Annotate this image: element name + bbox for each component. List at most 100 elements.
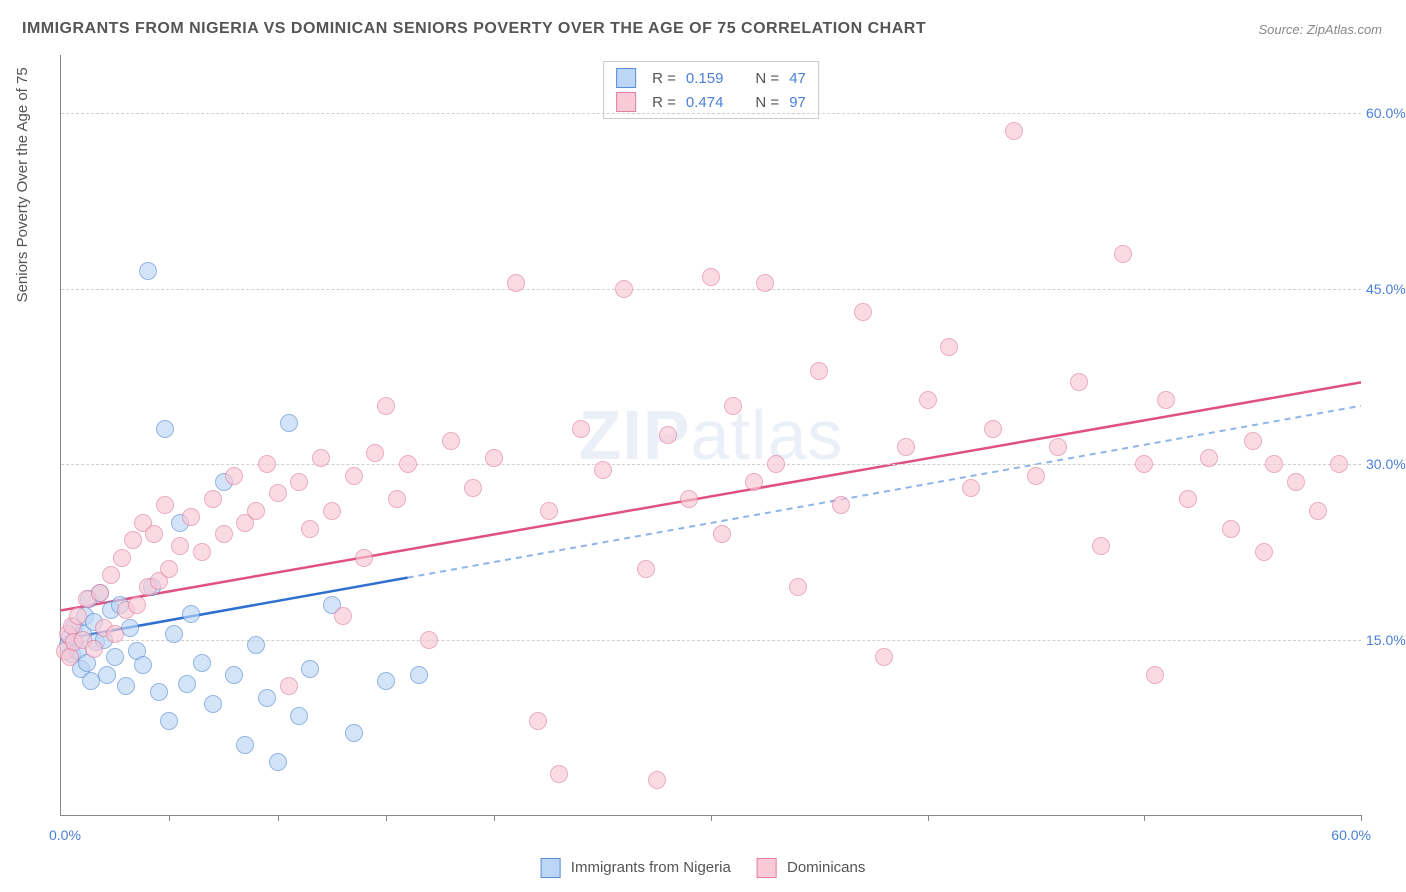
trend-lines [61, 55, 1361, 815]
x-tick-mark [711, 815, 712, 821]
point-dominican [756, 274, 774, 292]
trend-line-solid [61, 382, 1361, 610]
point-dominican [312, 449, 330, 467]
point-nigeria [106, 648, 124, 666]
point-dominican [323, 502, 341, 520]
point-dominican [106, 625, 124, 643]
n-label-2: N = [755, 94, 779, 111]
point-dominican [156, 496, 174, 514]
point-dominican [550, 765, 568, 783]
swatch-dominicans-icon [616, 92, 636, 112]
point-dominican [713, 525, 731, 543]
point-dominican [637, 560, 655, 578]
point-dominican [594, 461, 612, 479]
point-dominican [724, 397, 742, 415]
point-dominican [355, 549, 373, 567]
point-dominican [442, 432, 460, 450]
point-dominican [258, 455, 276, 473]
gridline-h [61, 289, 1361, 290]
x-tick-mark [494, 815, 495, 821]
swatch-dominicans-bottom-icon [757, 858, 777, 878]
point-dominican [1265, 455, 1283, 473]
point-dominican [529, 712, 547, 730]
point-dominican [507, 274, 525, 292]
source-label: Source: ZipAtlas.com [1258, 22, 1382, 37]
point-nigeria [280, 414, 298, 432]
legend-item-dominicans: Dominicans [757, 858, 866, 878]
point-nigeria [134, 656, 152, 674]
point-dominican [854, 303, 872, 321]
point-nigeria [345, 724, 363, 742]
point-dominican [767, 455, 785, 473]
point-dominican [91, 584, 109, 602]
point-dominican [280, 677, 298, 695]
point-dominican [648, 771, 666, 789]
point-dominican [1049, 438, 1067, 456]
swatch-nigeria-bottom-icon [541, 858, 561, 878]
n-value-1: 47 [789, 70, 806, 87]
point-dominican [875, 648, 893, 666]
point-dominican [1222, 520, 1240, 538]
point-dominican [702, 268, 720, 286]
point-dominican [61, 648, 79, 666]
point-dominican [366, 444, 384, 462]
x-tick-mark [278, 815, 279, 821]
point-dominican [145, 525, 163, 543]
point-dominican [171, 537, 189, 555]
point-nigeria [204, 695, 222, 713]
point-dominican [247, 502, 265, 520]
r-value-2: 0.474 [686, 94, 724, 111]
point-dominican [204, 490, 222, 508]
x-tick-mark [1144, 815, 1145, 821]
point-dominican [659, 426, 677, 444]
x-tick-min: 0.0% [49, 827, 81, 843]
x-tick-mark [386, 815, 387, 821]
point-dominican [464, 479, 482, 497]
point-dominican [124, 531, 142, 549]
legend-item-nigeria: Immigrants from Nigeria [541, 858, 731, 878]
point-dominican [1287, 473, 1305, 491]
n-value-2: 97 [789, 94, 806, 111]
point-nigeria [258, 689, 276, 707]
point-dominican [680, 490, 698, 508]
point-dominican [1135, 455, 1153, 473]
point-nigeria [178, 675, 196, 693]
point-dominican [1027, 467, 1045, 485]
point-dominican [399, 455, 417, 473]
point-dominican [540, 502, 558, 520]
r-value-1: 0.159 [686, 70, 724, 87]
point-dominican [128, 596, 146, 614]
point-dominican [745, 473, 763, 491]
y-tick-label: 15.0% [1366, 632, 1406, 648]
point-nigeria [165, 625, 183, 643]
point-dominican [1244, 432, 1262, 450]
point-dominican [102, 566, 120, 584]
x-tick-max: 60.0% [1331, 827, 1371, 843]
point-dominican [962, 479, 980, 497]
y-tick-label: 45.0% [1366, 281, 1406, 297]
chart-title: IMMIGRANTS FROM NIGERIA VS DOMINICAN SEN… [22, 20, 926, 38]
trend-line-dashed [408, 406, 1361, 578]
point-dominican [1146, 666, 1164, 684]
point-dominican [85, 640, 103, 658]
x-tick-mark [1361, 815, 1362, 821]
series-legend: Immigrants from Nigeria Dominicans [541, 858, 866, 878]
legend-row-1: R = 0.159 N = 47 [616, 66, 806, 90]
point-dominican [1309, 502, 1327, 520]
point-dominican [69, 607, 87, 625]
gridline-h [61, 113, 1361, 114]
point-dominican [1179, 490, 1197, 508]
point-nigeria [98, 666, 116, 684]
point-dominican [1005, 122, 1023, 140]
point-dominican [290, 473, 308, 491]
point-dominican [940, 338, 958, 356]
point-dominican [832, 496, 850, 514]
swatch-nigeria-icon [616, 68, 636, 88]
x-tick-mark [169, 815, 170, 821]
point-nigeria [150, 683, 168, 701]
point-dominican [301, 520, 319, 538]
point-nigeria [290, 707, 308, 725]
point-dominican [1200, 449, 1218, 467]
point-nigeria [182, 605, 200, 623]
correlation-legend: R = 0.159 N = 47 R = 0.474 N = 97 [603, 61, 819, 119]
